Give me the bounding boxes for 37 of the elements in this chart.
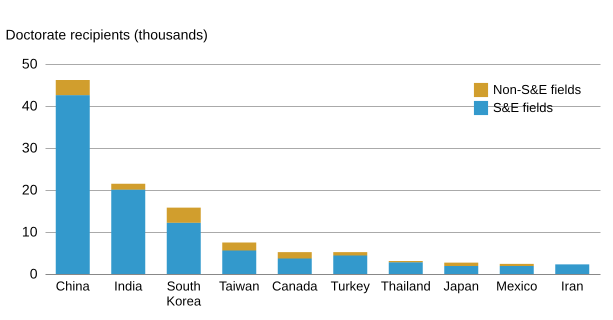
y-axis-title: Doctorate recipients (thousands)	[6, 26, 208, 42]
x-tick-label: South Korea	[166, 278, 202, 308]
x-tick-label: China	[56, 278, 90, 294]
bar	[111, 184, 146, 190]
bar	[166, 222, 201, 274]
bar	[111, 190, 146, 274]
y-tick-label: 40	[22, 98, 38, 114]
x-tick-label: Turkey	[330, 278, 370, 294]
y-tick-label: 0	[30, 266, 38, 282]
x-tick-label: Japan	[444, 278, 479, 294]
y-tick-label: 10	[22, 224, 38, 240]
bar	[222, 242, 256, 250]
x-tick-label: Taiwan	[219, 278, 260, 294]
bar	[333, 256, 368, 274]
x-tick-label: Iran	[561, 278, 584, 294]
bar	[56, 80, 90, 96]
bar	[500, 266, 534, 274]
bar	[555, 264, 590, 274]
bar	[166, 208, 201, 223]
x-tick-label: India	[114, 278, 144, 294]
y-tick-label: 30	[22, 140, 38, 156]
x-tick-label: Mexico	[496, 278, 538, 294]
bar	[444, 266, 478, 274]
y-tick-label: 50	[22, 56, 38, 72]
x-tick-label: Canada	[272, 278, 318, 294]
y-tick-label: 20	[22, 182, 38, 198]
bar	[500, 264, 534, 266]
legend-label: Non-S&E fields	[493, 82, 582, 97]
bar	[333, 252, 368, 256]
bar	[388, 262, 423, 274]
bar	[278, 252, 312, 258]
bar	[222, 250, 256, 274]
bar	[56, 95, 90, 274]
legend-label: S&E fields	[493, 100, 554, 115]
bar	[278, 258, 312, 274]
bar	[444, 262, 478, 266]
x-tick-label: Thailand	[380, 278, 431, 294]
